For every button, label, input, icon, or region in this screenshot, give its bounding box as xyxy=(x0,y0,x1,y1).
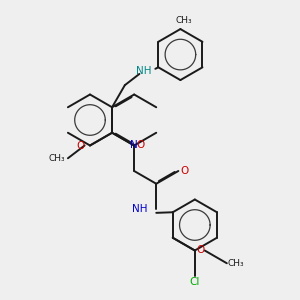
Text: CH₃: CH₃ xyxy=(227,259,244,268)
Text: O: O xyxy=(136,140,145,151)
Text: O: O xyxy=(181,166,189,176)
Text: CH₃: CH₃ xyxy=(175,16,192,25)
Text: NH: NH xyxy=(132,204,147,214)
Text: Cl: Cl xyxy=(190,277,200,287)
Text: N: N xyxy=(130,140,138,151)
Text: CH₃: CH₃ xyxy=(48,154,65,163)
Text: NH: NH xyxy=(136,66,151,76)
Text: O: O xyxy=(76,140,85,151)
Text: O: O xyxy=(196,245,204,256)
